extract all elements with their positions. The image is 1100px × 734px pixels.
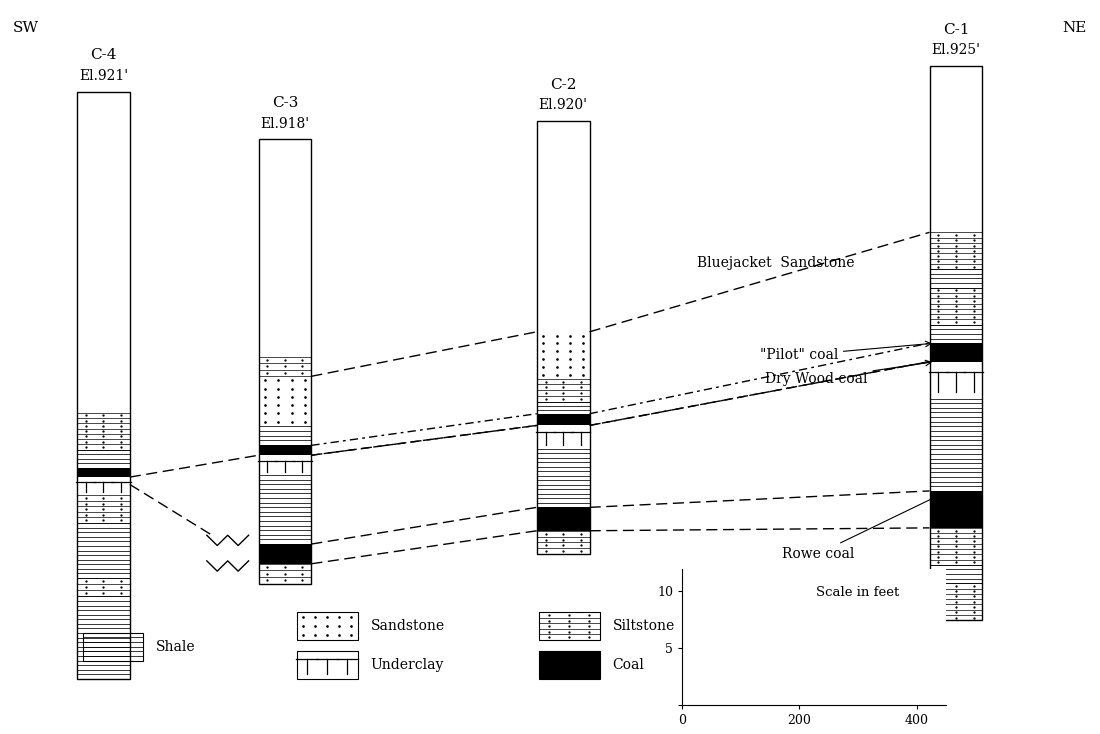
Text: Dry Wood coal: Dry Wood coal — [766, 360, 931, 386]
Bar — [258, 377, 311, 426]
Bar — [930, 344, 982, 362]
Text: Bluejacket  Sandstone: Bluejacket Sandstone — [697, 255, 855, 269]
Bar — [537, 426, 590, 448]
Bar — [930, 565, 982, 584]
Bar — [77, 578, 130, 596]
Bar — [537, 121, 590, 554]
Text: Rowe coal: Rowe coal — [781, 496, 937, 561]
Text: "Pilot" coal: "Pilot" coal — [759, 341, 931, 363]
Bar — [297, 612, 358, 640]
Bar — [930, 66, 982, 232]
Bar — [930, 233, 982, 269]
Bar — [930, 324, 982, 344]
Bar — [77, 477, 130, 495]
Bar — [930, 269, 982, 288]
Text: SW: SW — [13, 21, 40, 34]
Bar — [77, 449, 130, 468]
Bar — [258, 455, 311, 475]
Bar — [77, 413, 130, 449]
Text: Siltstone: Siltstone — [613, 619, 675, 633]
Text: C-2: C-2 — [550, 78, 576, 92]
Bar — [537, 121, 590, 332]
Text: El.921': El.921' — [79, 69, 128, 83]
Bar — [537, 507, 590, 531]
Bar — [77, 523, 130, 578]
Bar — [77, 92, 130, 679]
Bar — [258, 426, 311, 446]
Bar — [77, 468, 130, 477]
Text: NE: NE — [1063, 21, 1087, 34]
Text: C-3: C-3 — [272, 96, 298, 110]
Bar — [539, 612, 600, 640]
Bar — [82, 633, 143, 661]
Bar — [82, 633, 143, 661]
Text: Coal: Coal — [613, 658, 645, 672]
Bar — [258, 544, 311, 564]
Bar — [930, 491, 982, 528]
Text: Sandstone: Sandstone — [371, 619, 444, 633]
Bar — [258, 139, 311, 357]
Bar — [537, 402, 590, 414]
Bar — [930, 288, 982, 324]
Bar — [537, 414, 590, 426]
Bar — [930, 362, 982, 399]
Bar — [297, 651, 358, 679]
Text: C-4: C-4 — [90, 48, 117, 62]
Bar — [930, 528, 982, 565]
Bar — [258, 564, 311, 584]
Text: El.920': El.920' — [539, 98, 587, 112]
Text: El.925': El.925' — [932, 43, 980, 57]
Bar — [930, 584, 982, 620]
Bar — [258, 446, 311, 455]
Bar — [537, 531, 590, 554]
Bar — [297, 612, 358, 640]
Bar — [537, 448, 590, 507]
Text: C-1: C-1 — [943, 23, 969, 37]
Bar — [930, 66, 982, 620]
Text: El.918': El.918' — [261, 117, 309, 131]
Bar — [539, 651, 600, 679]
Bar — [77, 495, 130, 523]
Bar — [539, 612, 600, 640]
Bar — [258, 357, 311, 377]
Text: Underclay: Underclay — [371, 658, 444, 672]
Bar — [539, 651, 600, 679]
Bar — [258, 139, 311, 584]
Bar — [258, 475, 311, 544]
Bar — [77, 596, 130, 679]
Text: Shale: Shale — [156, 639, 196, 654]
Bar — [537, 379, 590, 402]
Bar — [537, 332, 590, 379]
Bar — [297, 651, 358, 679]
Bar — [77, 92, 130, 413]
Bar — [930, 399, 982, 491]
